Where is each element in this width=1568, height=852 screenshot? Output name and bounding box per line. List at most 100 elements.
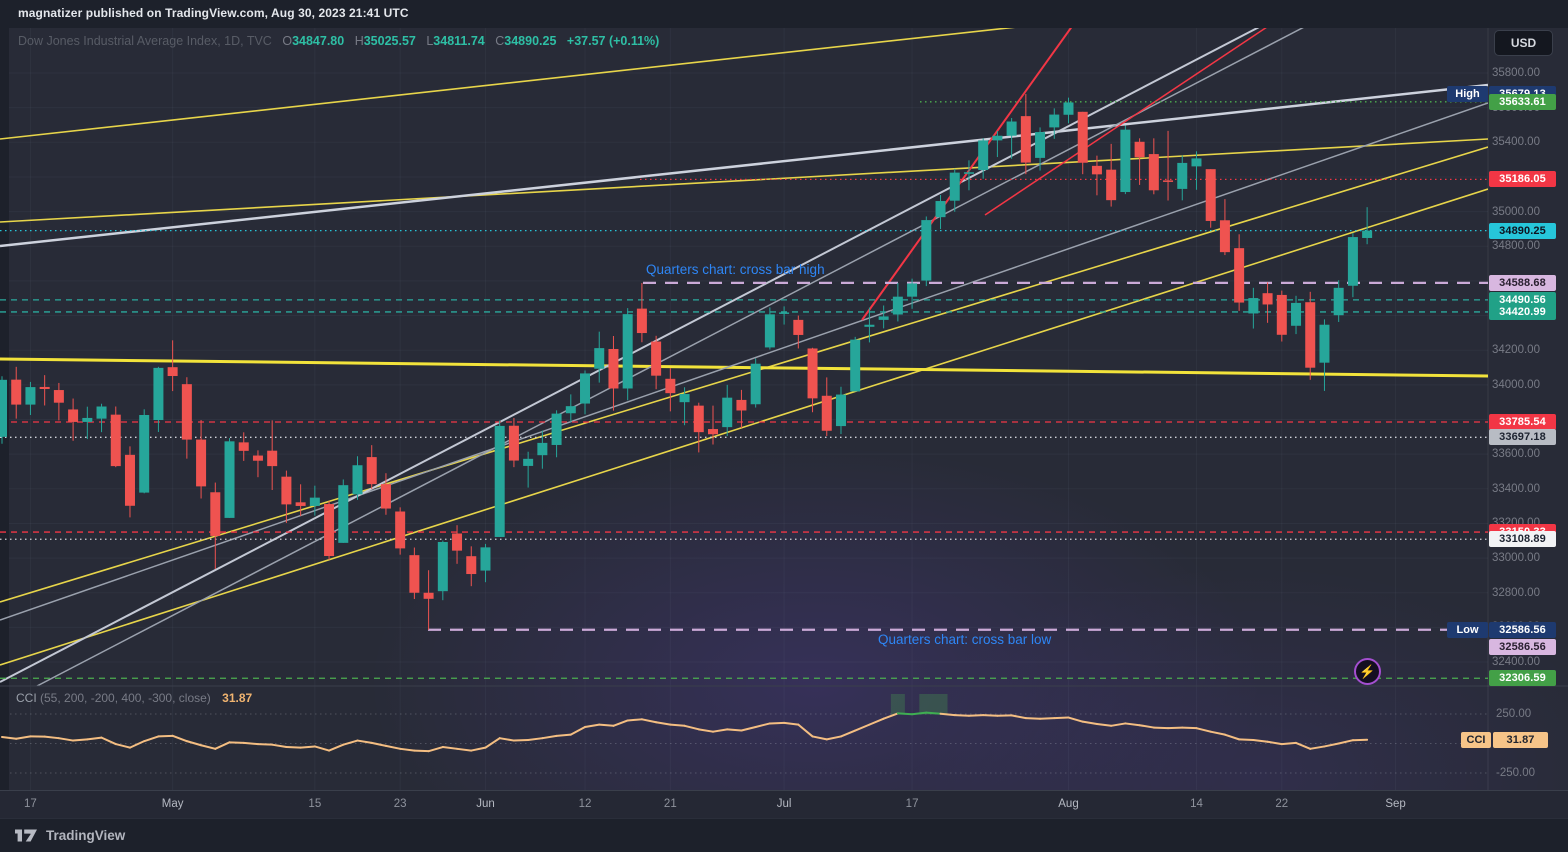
cci-line-segment <box>655 721 672 726</box>
cci-line-segment <box>441 746 459 750</box>
cci-line-segment <box>1110 722 1127 727</box>
cci-line-segment <box>541 734 558 740</box>
cci-line-segment <box>1124 722 1141 727</box>
candle <box>1305 302 1316 368</box>
candle <box>366 457 377 485</box>
trendline <box>0 83 1488 248</box>
price-axis-label: 32400.00 <box>1492 656 1540 669</box>
cci-line-segment <box>825 735 842 741</box>
candle <box>409 555 420 593</box>
candle <box>665 378 676 394</box>
cci-line-segment <box>470 746 487 752</box>
time-axis[interactable]: 17 May 15 23 Jun 12 21 Jul 17 Aug 14 22 Sep <box>0 790 1568 818</box>
high-value: 35025.57 <box>363 34 416 48</box>
cci-plot[interactable] <box>1 694 1369 753</box>
footer-bar: TradingView <box>0 818 1568 852</box>
cci-line-segment <box>15 735 32 740</box>
candle <box>679 394 690 403</box>
candle <box>508 425 519 461</box>
cci-line-segment <box>797 723 814 738</box>
candle <box>309 497 320 506</box>
cci-line-segment <box>640 718 658 724</box>
candle <box>196 439 207 487</box>
tradingview-logo-icon[interactable] <box>14 828 38 843</box>
cci-line-segment <box>100 736 117 746</box>
trendlines[interactable] <box>0 25 1488 686</box>
candle <box>708 429 718 435</box>
cci-line-segment <box>328 743 345 752</box>
candle <box>1262 293 1273 305</box>
cci-line-segment <box>299 745 316 749</box>
candle <box>110 414 121 467</box>
cci-line-segment <box>1266 740 1283 746</box>
cci-line-segment <box>768 721 786 725</box>
time-tick: Jul <box>776 798 792 810</box>
time-tick: 14 <box>1190 798 1203 810</box>
price-axis-label: 33000.00 <box>1492 552 1540 565</box>
cci-line-segment <box>754 722 771 728</box>
price-marker-tag: High <box>1447 85 1488 102</box>
candle <box>892 296 903 315</box>
cci-line-segment <box>427 746 444 753</box>
cci-line-segment <box>839 729 857 738</box>
cci-line-segment <box>854 723 871 732</box>
candle <box>1362 230 1373 238</box>
candle <box>1219 220 1230 253</box>
cci-line-segment <box>1 736 18 740</box>
candle <box>238 442 249 451</box>
candle <box>1120 129 1131 193</box>
price-badge: 34490.56 <box>1489 291 1556 308</box>
cci-line-segment <box>285 746 302 749</box>
candle <box>551 413 562 445</box>
price-axis-label: 35400.00 <box>1492 136 1540 149</box>
candle <box>1020 116 1031 163</box>
candle <box>537 442 548 456</box>
cci-line-segment <box>911 711 928 716</box>
cci-line-segment <box>86 736 103 741</box>
candle <box>380 484 391 509</box>
price-axis-label: 34000.00 <box>1492 378 1540 391</box>
candle <box>124 454 135 506</box>
candle <box>1248 298 1259 314</box>
open-label: O <box>282 34 293 48</box>
trendline <box>984 28 1267 216</box>
cci-line-segment <box>1167 726 1184 730</box>
annotation-cross-bar-high[interactable]: Quarters chart: cross bar high <box>646 262 825 277</box>
change-value: +37.57 (+0.11%) <box>566 34 660 48</box>
price-axis-label: 35000.00 <box>1492 205 1540 218</box>
trendline <box>0 146 1488 603</box>
cci-line-segment <box>57 737 75 742</box>
candle <box>295 502 306 506</box>
cci-line-segment <box>72 738 89 742</box>
cci-line-segment <box>527 737 544 741</box>
cci-line-segment <box>1238 738 1255 741</box>
candle <box>622 314 633 389</box>
cci-line-segment <box>43 735 60 740</box>
cci-indicator-legend[interactable]: CCI (55, 200, -200, 400, -300, close) 31… <box>16 691 252 705</box>
trendline <box>36 28 1304 686</box>
candle <box>1006 121 1017 136</box>
symbol-legend[interactable]: Dow Jones Industrial Average Index, 1D, … <box>18 34 659 48</box>
candle <box>764 314 775 348</box>
cci-line-segment <box>555 733 572 737</box>
cci-name: CCI <box>16 691 37 705</box>
cci-line-segment <box>712 728 729 733</box>
price-levels[interactable] <box>0 101 1488 679</box>
candle <box>267 450 278 467</box>
annotation-cross-bar-low[interactable]: Quarters chart: cross bar low <box>878 632 1052 647</box>
cci-line-segment <box>313 745 331 752</box>
currency-toggle-button[interactable]: USD <box>1494 30 1553 56</box>
candle <box>963 172 974 174</box>
candle <box>480 547 491 571</box>
cci-axis-label: 250.00 <box>1496 708 1532 720</box>
candle <box>835 394 846 427</box>
boost-button[interactable]: ⚡ <box>1354 658 1381 685</box>
cci-line-segment <box>128 740 146 749</box>
candles[interactable] <box>0 93 1373 630</box>
candle <box>1106 169 1117 201</box>
cci-line-segment <box>697 728 714 733</box>
price-badge: 33108.89 <box>1489 531 1556 548</box>
candle <box>523 458 534 466</box>
price-badge: 34588.68 <box>1489 274 1556 291</box>
